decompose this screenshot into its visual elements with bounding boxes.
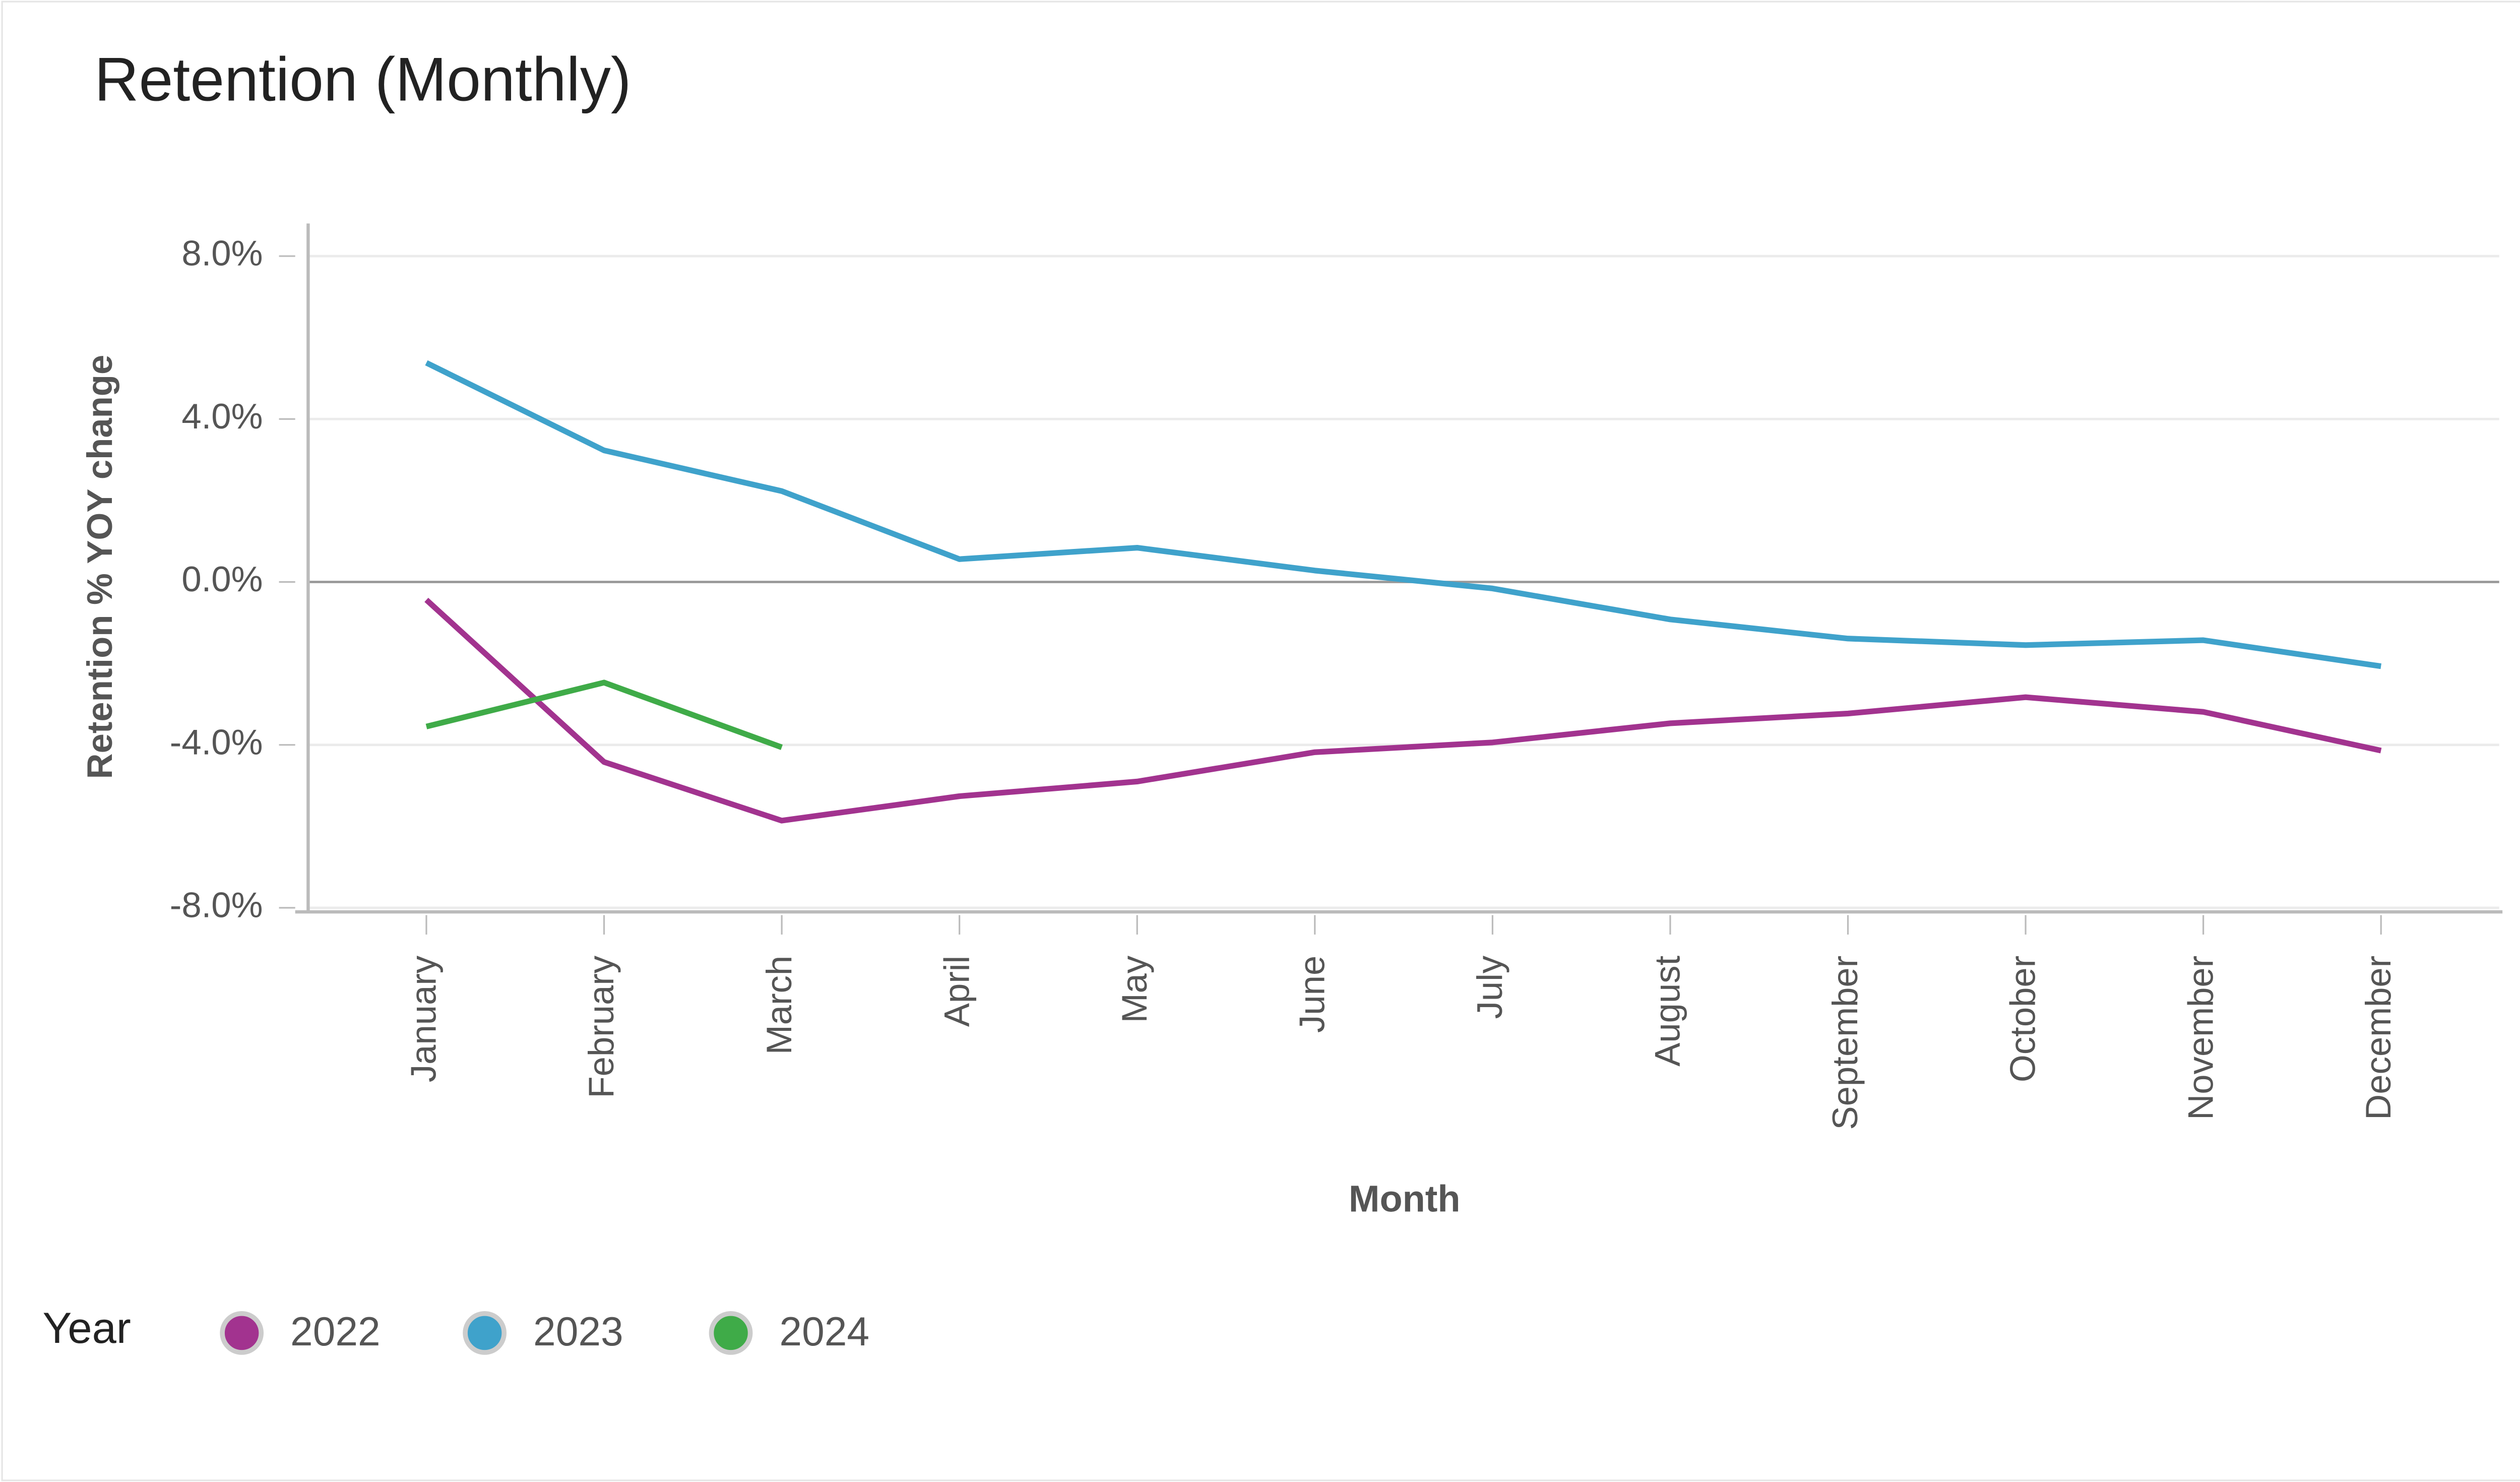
legend-marker bbox=[463, 1311, 507, 1355]
y-tick-label: 8.0% bbox=[181, 233, 263, 273]
x-tick-label: June bbox=[1292, 956, 1332, 1033]
y-tick-label: -4.0% bbox=[170, 722, 263, 762]
series-line bbox=[425, 360, 2382, 669]
legend-label: 2022 bbox=[290, 1309, 381, 1354]
y-tick-label: 4.0% bbox=[181, 396, 263, 436]
x-tick-label: November bbox=[2180, 956, 2220, 1120]
x-tick-label: October bbox=[2003, 956, 2043, 1082]
x-tick-label: September bbox=[1825, 956, 1865, 1130]
series-line bbox=[425, 680, 783, 750]
legend-label: 2024 bbox=[779, 1309, 869, 1354]
x-axis-title: Month bbox=[1349, 1178, 1461, 1220]
series-line bbox=[424, 597, 2382, 824]
legend-marker bbox=[220, 1311, 264, 1355]
x-tick-label: May bbox=[1114, 955, 1154, 1023]
chart-title: Retention (Monthly) bbox=[94, 44, 631, 113]
x-tick-label: July bbox=[1470, 955, 1509, 1019]
legend-marker bbox=[709, 1311, 753, 1355]
y-tick-label: 0.0% bbox=[181, 559, 263, 599]
legend-label: 2023 bbox=[533, 1309, 623, 1354]
x-tick-label: December bbox=[2358, 956, 2398, 1120]
x-tick-label: April bbox=[936, 956, 976, 1027]
y-axis-title: Retention % YOY change bbox=[80, 355, 119, 779]
x-tick-label: August bbox=[1648, 955, 1687, 1066]
x-tick-label: March bbox=[759, 956, 799, 1055]
x-tick-label: February bbox=[581, 955, 621, 1098]
y-tick-label: -8.0% bbox=[170, 885, 263, 925]
x-tick-label: January bbox=[404, 955, 444, 1082]
legend-title: Year bbox=[42, 1304, 131, 1352]
